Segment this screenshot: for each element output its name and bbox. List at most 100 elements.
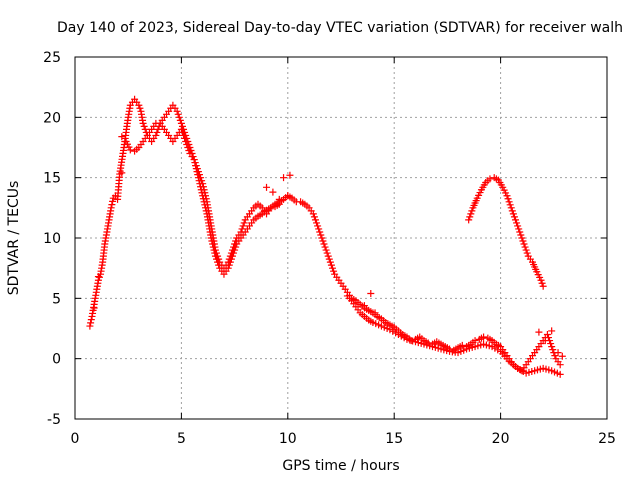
data-point-interp [214, 258, 222, 266]
x-tick-label: 10 [279, 431, 297, 447]
data-point [207, 234, 215, 242]
data-point-interp [194, 171, 202, 179]
data-point-interp [549, 346, 557, 354]
data-point-interp [226, 258, 234, 266]
data-point [126, 146, 134, 154]
data-point-interp [317, 231, 325, 239]
data-point [280, 174, 288, 182]
y-tick-label: -5 [47, 412, 61, 428]
data-point-interp [518, 234, 526, 242]
data-point-interp [192, 162, 200, 170]
y-axis-title: SDTVAR / TECUs [6, 181, 22, 296]
data-point [118, 133, 126, 141]
y-tick-label: 15 [43, 171, 61, 187]
data-point [537, 276, 545, 284]
data-points [86, 95, 566, 378]
data-point-interp [504, 195, 512, 203]
data-point [326, 258, 334, 266]
data-point-interp [181, 134, 189, 142]
data-point-interp [230, 249, 238, 257]
data-point [360, 302, 368, 310]
data-point [152, 131, 160, 139]
data-point [371, 309, 379, 317]
data-point-interp [141, 125, 149, 133]
data-point-interp [327, 261, 335, 269]
data-point-interp [202, 207, 210, 215]
data-point-interp [198, 189, 206, 197]
data-point [269, 188, 277, 196]
data-point [267, 204, 275, 212]
data-point-interp [178, 122, 186, 130]
data-point-interp [310, 213, 318, 221]
data-point-interp [208, 237, 216, 245]
data-point-interp [522, 246, 530, 254]
data-point [318, 234, 326, 242]
data-point-interp [201, 201, 209, 209]
data-point-interp [154, 125, 162, 133]
grid [75, 57, 607, 419]
data-point-interp [240, 219, 248, 227]
x-axis-title: GPS time / hours [282, 458, 399, 474]
data-point-interp [523, 249, 531, 257]
data-point-interp [178, 128, 186, 136]
data-point [139, 119, 147, 127]
data-point-interp [232, 243, 240, 251]
data-point [543, 331, 551, 339]
data-point-interp [231, 246, 239, 254]
data-point-interp [192, 165, 200, 173]
data-point [471, 337, 479, 345]
data-point-interp [136, 104, 144, 112]
x-tick-label: 0 [71, 431, 80, 447]
data-point-interp [509, 210, 517, 218]
data-point-interp [313, 219, 321, 227]
data-point-interp [547, 340, 555, 348]
data-point [118, 169, 126, 177]
data-point-interp [538, 279, 546, 287]
axis-ticks: 0 5 10 15 20 25 -5 0 5 10 15 20 25 [43, 50, 616, 447]
data-point-interp [95, 273, 103, 281]
data-point-interp [215, 261, 223, 269]
data-point-interp [519, 237, 527, 245]
data-point-interp [185, 147, 193, 155]
data-point-interp [209, 240, 217, 248]
data-point-interp [239, 222, 247, 230]
data-point [458, 341, 466, 349]
data-point [182, 137, 190, 145]
data-point [503, 192, 511, 200]
data-point [177, 125, 185, 133]
data-point-interp [197, 186, 205, 194]
data-point [554, 349, 562, 357]
data-point [367, 290, 375, 298]
data-point-interp [225, 261, 233, 269]
data-point-interp [153, 128, 161, 136]
data-point [173, 107, 181, 115]
data-point-interp [551, 352, 559, 360]
y-tick-label: 20 [43, 110, 61, 126]
data-point [535, 328, 543, 336]
data-point-interp [196, 180, 204, 188]
data-point [558, 352, 566, 360]
data-point-interp [330, 267, 338, 275]
data-point-interp [508, 207, 516, 215]
y-tick-label: 25 [43, 50, 61, 66]
x-tick-label: 25 [598, 431, 616, 447]
data-point [224, 264, 232, 272]
data-point-interp [175, 113, 183, 121]
data-point-interp [466, 213, 474, 221]
data-point-interp [191, 159, 199, 167]
data-point [556, 370, 564, 378]
data-point [135, 101, 143, 109]
data-point-interp [210, 246, 218, 254]
data-point-interp [211, 249, 219, 257]
data-point-interp [515, 225, 523, 233]
data-point-interp [87, 316, 95, 324]
data-point [86, 322, 94, 330]
y-tick-label: 0 [52, 352, 61, 368]
data-point-interp [213, 255, 221, 263]
data-point-interp [109, 197, 117, 205]
data-point [94, 273, 102, 281]
data-point-interp [209, 243, 217, 251]
data-point [548, 343, 556, 351]
data-point-interp [514, 222, 522, 230]
